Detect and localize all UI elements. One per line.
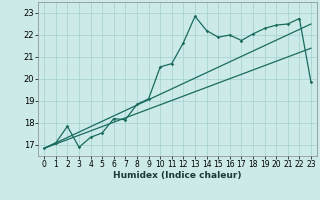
X-axis label: Humidex (Indice chaleur): Humidex (Indice chaleur)	[113, 171, 242, 180]
